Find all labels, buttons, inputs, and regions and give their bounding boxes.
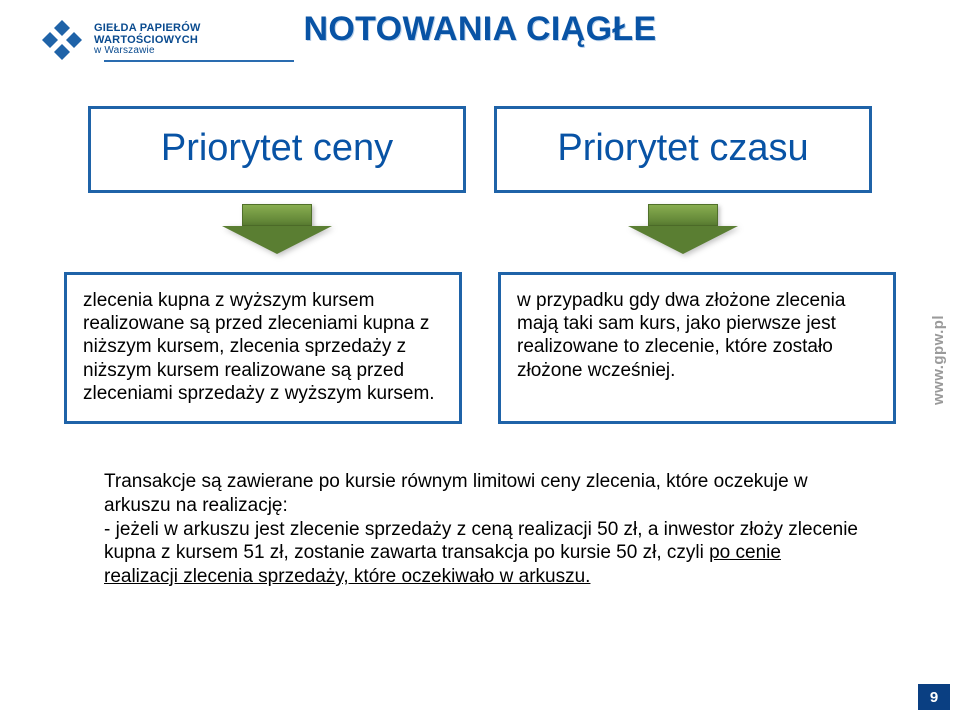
priority-box-time: Priorytet czasu (494, 106, 872, 193)
logo-divider (104, 60, 294, 62)
description-box-price: zlecenia kupna z wyższym kursem realizow… (64, 272, 462, 424)
priority-label-price: Priorytet ceny (161, 127, 393, 169)
priority-label-time: Priorytet czasu (557, 127, 808, 169)
description-box-time: w przypadku gdy dwa złożone zlecenia maj… (498, 272, 896, 424)
page-number: 9 (918, 684, 950, 710)
side-url: www.gpw.pl (930, 315, 947, 405)
priority-row: Priorytet ceny Priorytet czasu (88, 106, 872, 193)
description-text-time: w przypadku gdy dwa złożone zlecenia maj… (517, 289, 877, 382)
side-url-wrap: www.gpw.pl (926, 0, 950, 720)
bottom-line1: Transakcje są zawierane po kursie równym… (104, 471, 808, 516)
page-title: NOTOWANIA CIĄGŁE (0, 10, 960, 49)
title-wrap: NOTOWANIA CIĄGŁE (0, 10, 960, 49)
bottom-paragraph: Transakcje są zawierane po kursie równym… (104, 470, 860, 589)
description-text-price: zlecenia kupna z wyższym kursem realizow… (83, 289, 443, 405)
slide-root: GIEŁDA PAPIERÓW WARTOŚCIOWYCH w Warszawi… (0, 0, 960, 720)
priority-box-price: Priorytet ceny (88, 106, 466, 193)
description-row: zlecenia kupna z wyższym kursem realizow… (64, 272, 896, 424)
